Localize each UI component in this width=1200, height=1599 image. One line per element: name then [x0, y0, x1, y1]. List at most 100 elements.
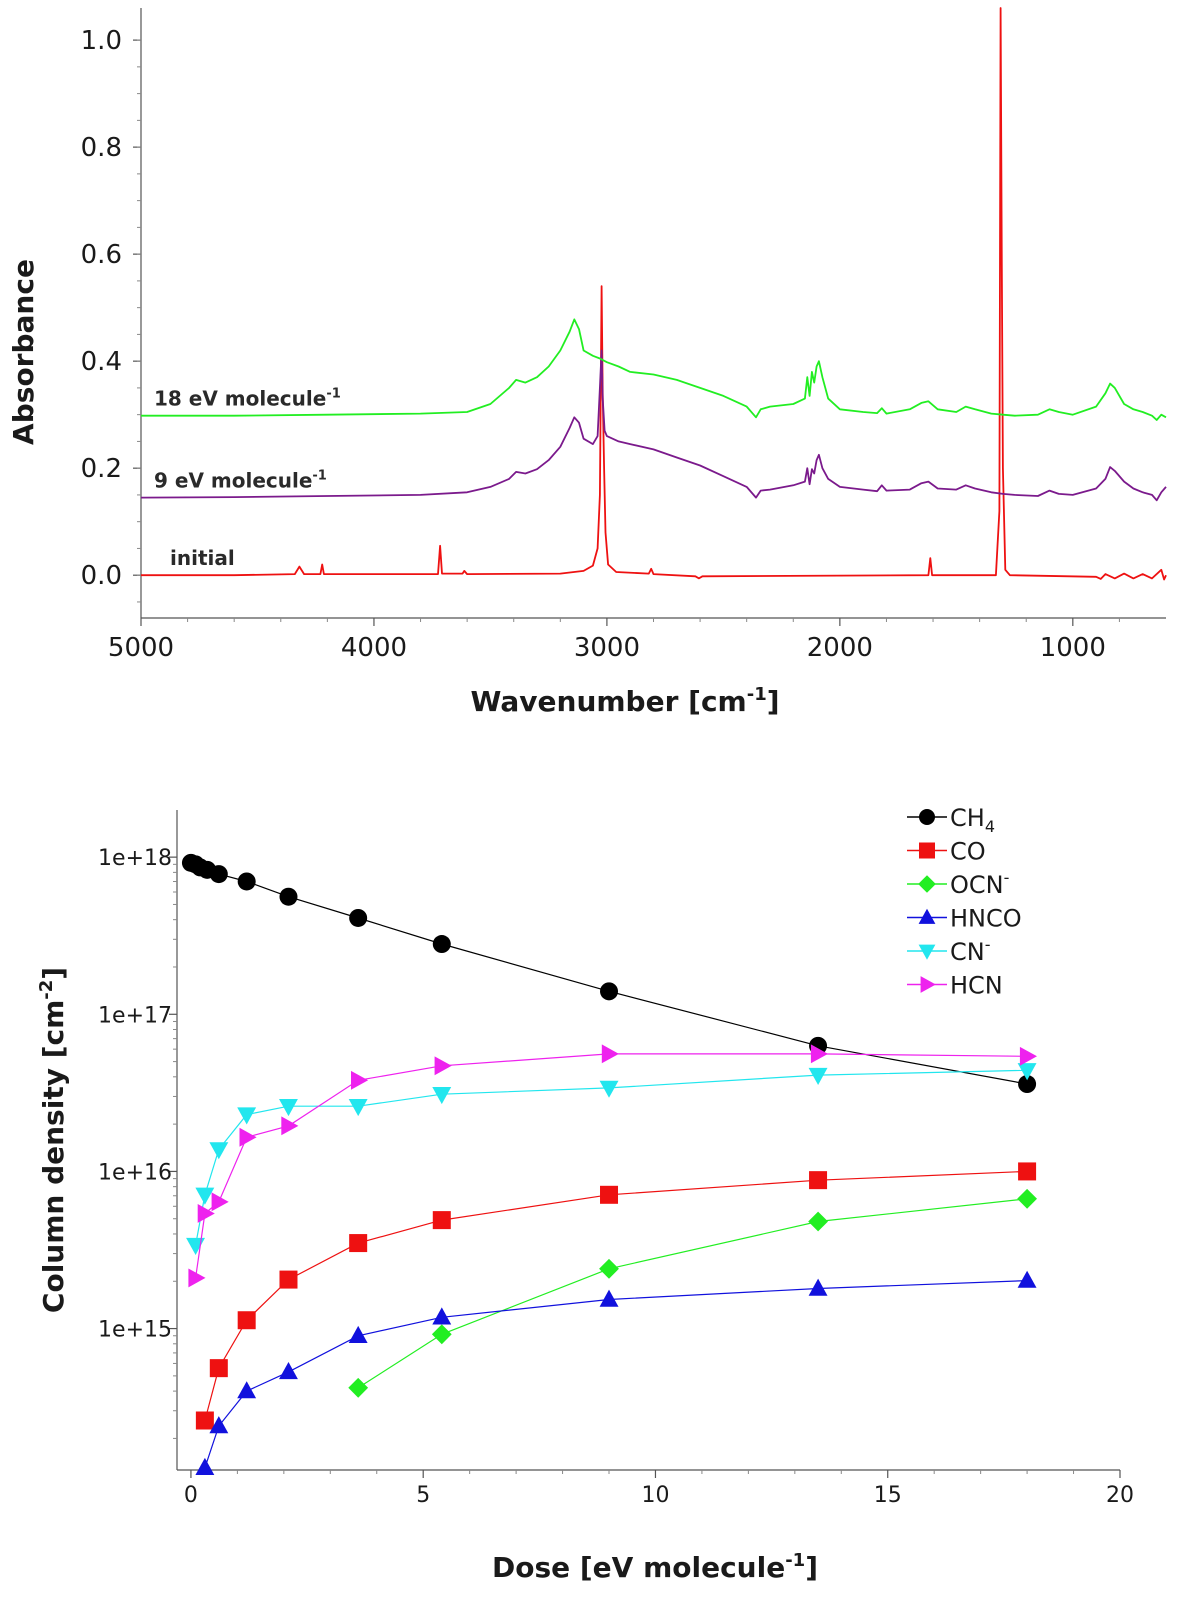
y-tick-label: 0.4 — [81, 347, 122, 377]
data-point-square — [432, 1211, 451, 1230]
data-point-circle — [349, 908, 368, 927]
data-point-triangle-right — [197, 1204, 215, 1223]
series-hcn — [188, 1044, 1037, 1288]
data-point-triangle-up — [599, 1289, 619, 1307]
y-axis-title: Column density [cm-2] — [36, 967, 70, 1313]
x-tick-label: 1000 — [1040, 633, 1106, 663]
data-point-triangle-down — [209, 1142, 229, 1160]
series-label: 18 eV molecule-1 — [154, 387, 341, 411]
data-point-triangle-right — [434, 1056, 452, 1076]
x-ticks: 0 5 10 15 20 — [184, 1470, 1134, 1508]
data-point-square — [919, 842, 935, 859]
data-point-circle — [600, 982, 619, 1001]
series-line — [195, 1069, 1028, 1246]
data-point-triangle-right — [920, 976, 936, 993]
data-point-triangle-right — [601, 1044, 619, 1064]
data-point-triangle-up — [1017, 1270, 1037, 1288]
data-point-triangle-right — [211, 1192, 229, 1212]
series-cn — [186, 1063, 1037, 1255]
x-axis-title: Wavenumber [cm-1] — [470, 684, 779, 718]
y-ticks: 0.0 0.2 0.4 0.6 0.8 1.0 — [81, 26, 141, 603]
x-tick-label: 10 — [641, 1483, 669, 1508]
y-tick-label: 0.6 — [81, 240, 122, 270]
data-point-diamond — [599, 1258, 619, 1279]
series-co — [195, 1162, 1037, 1430]
data-point-circle — [209, 865, 228, 884]
legend-label: OCN- — [950, 868, 1009, 899]
data-point-square — [1018, 1162, 1037, 1181]
spectrum-line-9-eV — [140, 349, 1167, 502]
data-point-square — [349, 1234, 368, 1253]
data-point-square — [237, 1311, 256, 1330]
data-point-triangle-right — [281, 1116, 299, 1136]
y-tick-label: 1e+18 — [98, 846, 172, 871]
data-point-triangle-down — [186, 1237, 205, 1255]
y-tick-label: 1e+16 — [98, 1160, 172, 1185]
legend-label: HNCO — [950, 905, 1022, 933]
series-line — [204, 1280, 1028, 1468]
y-tick-label: 1e+17 — [98, 1003, 172, 1028]
data-point-square — [195, 1411, 214, 1430]
data-point-diamond — [918, 875, 936, 893]
data-point-diamond — [808, 1211, 828, 1232]
data-point-triangle-right — [239, 1127, 257, 1147]
x-tick-label: 2000 — [807, 633, 873, 663]
density-series — [181, 853, 1037, 1475]
data-point-triangle-right — [810, 1044, 828, 1064]
data-point-square — [209, 1359, 228, 1378]
data-point-triangle-down — [279, 1099, 298, 1117]
y-axis-title: Absorbance — [7, 259, 40, 445]
y-tick-label: 1e+15 — [98, 1318, 172, 1343]
x-tick-label: 5000 — [108, 633, 174, 663]
data-point-square — [279, 1270, 298, 1289]
data-point-triangle-up — [279, 1362, 298, 1380]
legend-label: CN- — [950, 935, 991, 966]
data-point-circle — [919, 809, 935, 825]
series-hnco — [195, 1270, 1037, 1475]
y-tick-label: 1.0 — [81, 26, 122, 56]
data-point-triangle-right — [1019, 1046, 1037, 1066]
legend-label: CO — [950, 838, 986, 866]
y-tick-label: 0.8 — [81, 133, 122, 163]
data-point-triangle-down — [808, 1067, 828, 1085]
y-tick-label: 0.0 — [81, 561, 122, 591]
data-point-diamond — [1017, 1188, 1037, 1209]
data-point-triangle-up — [808, 1278, 828, 1296]
data-point-triangle-down — [195, 1187, 215, 1205]
spectrum-chart: 0.00.20.40.60.81.0 5000 4000 3000 2000 1000 … — [7, 7, 1167, 718]
data-point-triangle-down — [918, 944, 936, 960]
x-axis-title: Dose [eV molecule-1] — [492, 1550, 818, 1584]
y-tick-label: 0.2 — [81, 454, 122, 484]
legend-label: HCN — [950, 972, 1003, 1000]
spectrum-line-18-eV — [141, 318, 1167, 421]
x-ticks: 5000 4000 3000 2000 1000 — [108, 618, 1120, 663]
data-point-diamond — [348, 1377, 369, 1398]
data-point-triangle-down — [1017, 1063, 1037, 1081]
data-point-triangle-up — [195, 1457, 215, 1475]
data-point-triangle-right — [351, 1070, 369, 1090]
data-point-triangle-down — [599, 1080, 619, 1098]
x-tick-label: 20 — [1106, 1483, 1134, 1508]
data-point-circle — [432, 935, 451, 954]
data-point-triangle-up — [918, 908, 936, 924]
data-point-triangle-down — [348, 1099, 368, 1117]
series-ch — [181, 853, 1037, 1094]
series-label: 9 eV molecule-1 — [154, 469, 327, 493]
x-tick-label: 4000 — [341, 633, 407, 663]
series-labels: initial 9 eV molecule-1 18 eV molecule-1 — [154, 387, 341, 570]
data-point-diamond — [431, 1324, 452, 1345]
y-ticks: 1e+15 1e+16 1e+17 1e+18 — [98, 846, 177, 1439]
data-point-triangle-up — [237, 1381, 257, 1399]
data-point-circle — [1018, 1075, 1037, 1094]
data-point-square — [600, 1185, 619, 1204]
data-point-triangle-up — [348, 1325, 368, 1343]
series-line — [204, 1170, 1028, 1421]
data-point-circle — [237, 872, 256, 891]
legend-label: CH4 — [950, 804, 995, 836]
data-point-triangle-down — [237, 1107, 257, 1125]
data-point-triangle-up — [209, 1416, 229, 1434]
series-ocn — [348, 1188, 1037, 1398]
data-point-triangle-down — [432, 1087, 452, 1105]
spectrum-line-initial — [141, 7, 1167, 581]
